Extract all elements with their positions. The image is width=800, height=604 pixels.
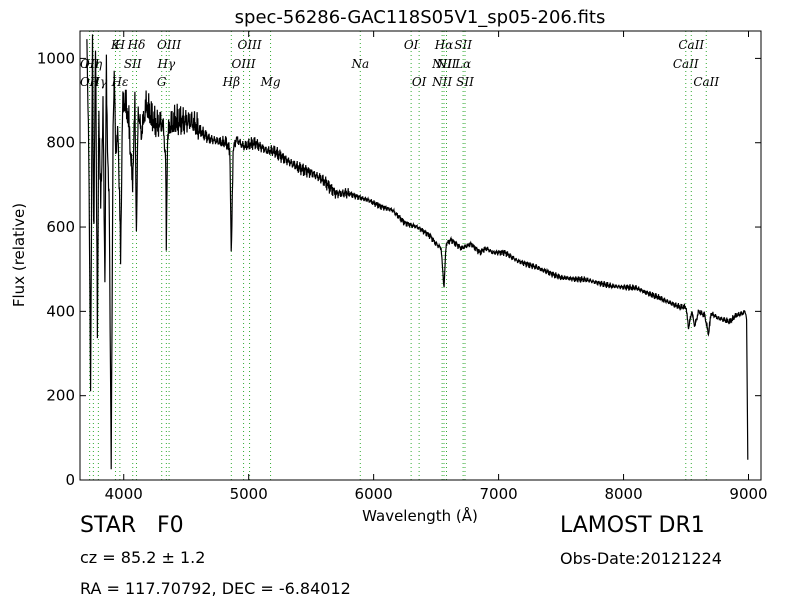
obs-date: Obs-Date:20121224 [560,549,722,568]
line-marker-label-15: Mg [260,75,281,89]
y-tick-label-3: 600 [46,218,75,236]
x-tick-label-4: 8000 [604,485,642,503]
y-tick-label-0: 0 [65,471,75,489]
line-marker-label-20: NII [431,75,452,89]
line-marker-label-23: Lα [454,57,471,71]
line-marker-label-25: SII [456,75,474,89]
axis-ticks: 4000 5000 6000 7000 8000 9000 0 200 400 600 800 100… [37,31,768,503]
line-marker-label-28: CaII [693,75,719,89]
line-marker-label-14: OIII [238,38,262,52]
line-marker-label-4: K [110,38,121,52]
y-tick-label-5: 1000 [37,49,75,67]
object-class: STAR [80,513,137,538]
spectrum-line [86,34,749,470]
x-tick-label-0: 4000 [105,485,143,503]
line-marker-label-10: G [157,75,167,89]
y-axis-label: Flux (relative) [10,203,28,307]
line-marker-label-22: NII [435,57,456,71]
spectrum-line-layer [86,34,749,470]
y-tick-label-2: 400 [46,302,75,320]
line-marker-label-8: Hδ [127,38,146,52]
line-marker-label-11: OIII [157,38,181,52]
line-marker-label-24: SII [454,38,472,52]
redshift-value: cz = 85.2 ± 1.2 [80,548,206,567]
line-marker-label-17: OI [404,38,419,52]
coordinates: RA = 117.70792, DEC = -6.84012 [80,579,351,598]
line-marker-label-6: Hε [111,75,129,89]
line-marker-label-0: OII [80,57,100,71]
x-tick-label-1: 5000 [230,485,268,503]
y-tick-label-4: 800 [46,134,75,152]
x-tick-label-5: 9000 [729,485,767,503]
line-markers: OIIOIIHηHγKHHεSIIHδHγGOIIIHβOIIIOIIIMgNa… [80,31,719,480]
x-tick-label-3: 7000 [480,485,518,503]
line-marker-label-12: Hβ [222,75,240,89]
x-axis-label: Wavelength (Å) [362,506,478,525]
line-marker-label-9: Hγ [157,57,176,71]
plot-frame [79,30,762,481]
line-marker-label-7: SII [124,57,142,71]
line-marker-label-13: OIII [232,57,256,71]
survey-name: LAMOST DR1 [560,513,705,538]
line-marker-label-19: NII [431,57,452,71]
line-marker-label-16: Na [350,57,369,71]
line-marker-label-21: Hα [434,38,454,52]
subclass: F0 [157,513,184,538]
line-marker-label-26: CaII [673,57,699,71]
x-tick-label-2: 6000 [355,485,393,503]
line-marker-label-3: Hγ [89,75,108,89]
line-marker-label-5: H [114,38,126,52]
line-marker-label-27: CaII [678,38,704,52]
line-marker-label-18: OI [412,75,427,89]
chart-title: spec-56286-GAC118S05V1_sp05-206.fits [235,7,606,28]
y-tick-label-1: 200 [46,387,75,405]
